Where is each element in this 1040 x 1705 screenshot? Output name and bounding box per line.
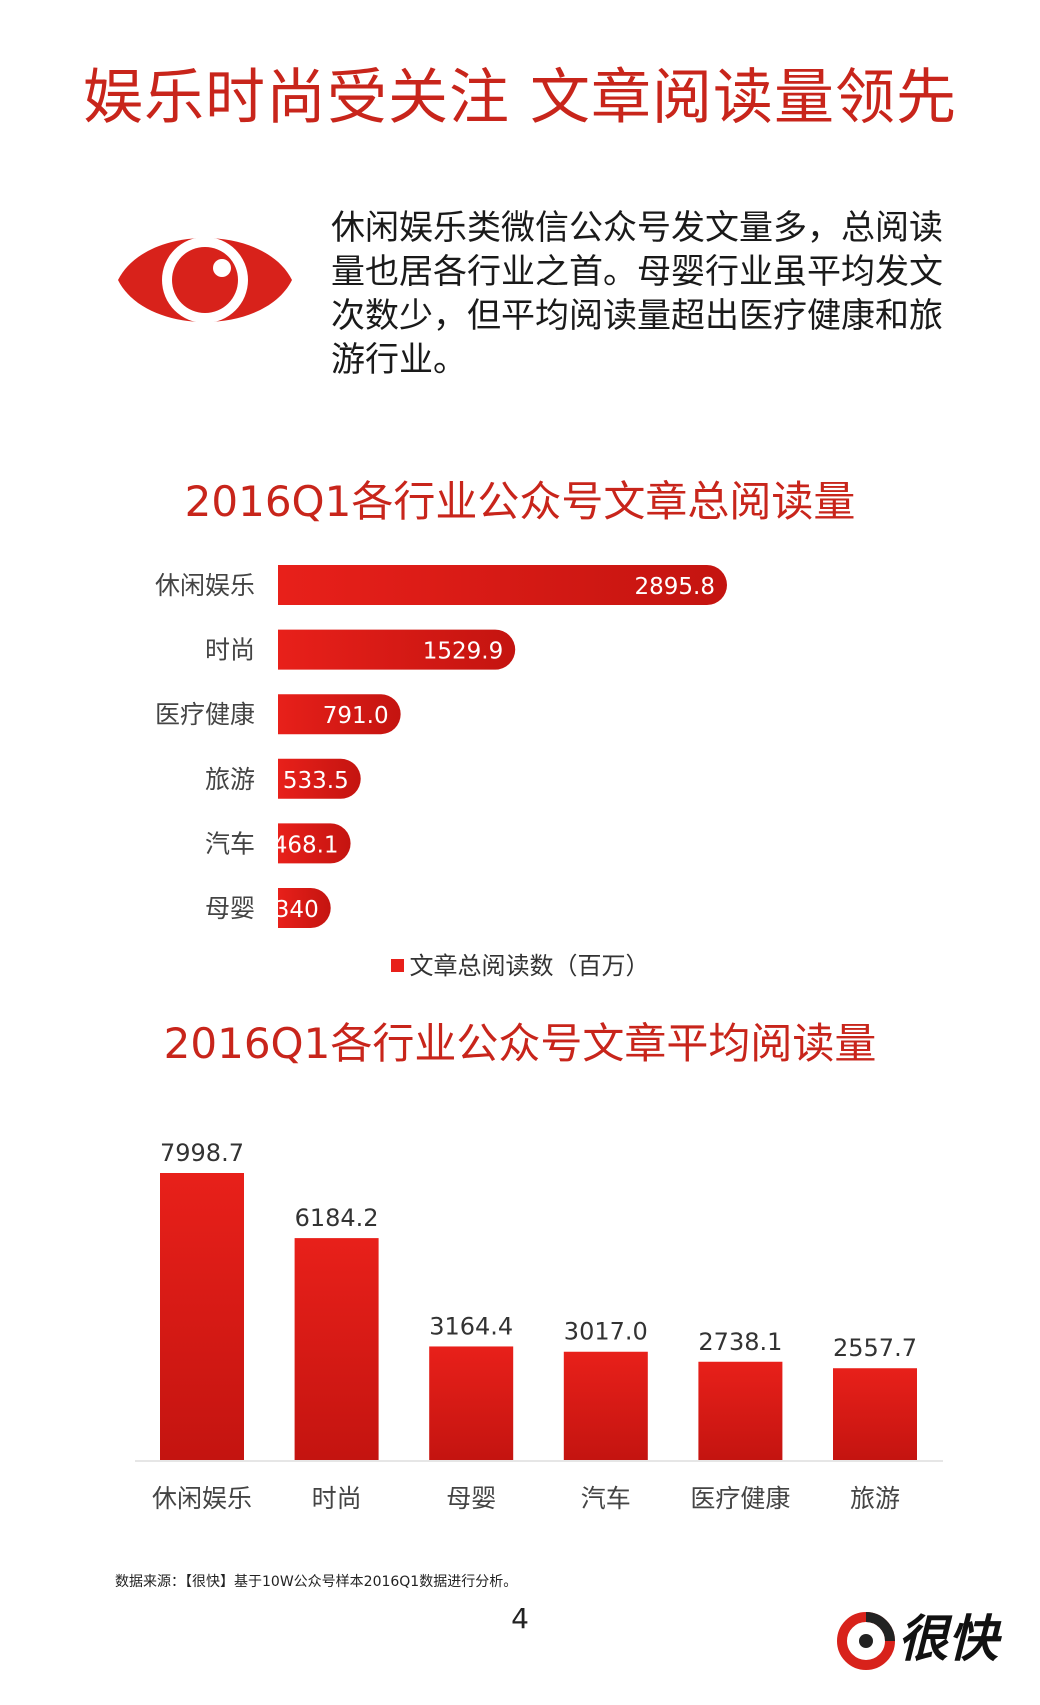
- category-label: 时尚: [205, 636, 255, 665]
- hengkuai-logo-icon: [837, 1612, 895, 1670]
- legend-label: 文章总阅读数（百万）: [409, 952, 650, 980]
- bar-休闲娱乐: [160, 1173, 244, 1460]
- value-label: 791.0: [323, 703, 389, 729]
- value-label: 3017.0: [564, 1318, 648, 1346]
- value-label: 468.1: [273, 832, 339, 858]
- page-number: 4: [511, 1602, 529, 1635]
- category-label: 休闲娱乐: [152, 1484, 252, 1513]
- value-label: 340: [275, 897, 319, 923]
- category-label: 时尚: [312, 1484, 362, 1513]
- hengkuai-logo: 很快: [836, 1605, 1006, 1675]
- bar-休闲娱乐: [278, 565, 727, 605]
- category-label: 医疗健康: [155, 700, 255, 729]
- bar-旅游: [833, 1368, 917, 1460]
- category-label: 旅游: [205, 765, 255, 794]
- category-label: 汽车: [581, 1484, 631, 1513]
- value-label: 533.5: [283, 768, 349, 794]
- intro-text: 休闲娱乐类微信公众号发文量多，总阅读量也居各行业之首。母婴行业虽平均发文次数少，…: [331, 208, 943, 380]
- bar-时尚: [278, 629, 516, 670]
- value-label: 2738.1: [698, 1328, 782, 1356]
- eye-icon: [118, 237, 292, 323]
- value-label: 7998.7: [160, 1139, 244, 1167]
- value-label: 2557.7: [833, 1334, 917, 1362]
- bar-汽车: [278, 823, 351, 864]
- data-source-note: 数据来源：【很快】基于10W公众号样本2016Q1数据进行分析。: [115, 1574, 518, 1590]
- category-label: 母婴: [446, 1484, 496, 1513]
- value-label: 3164.4: [429, 1312, 513, 1340]
- value-label: 2895.8: [635, 574, 715, 600]
- total-reads-chart: 休闲娱乐 2895.8 时尚 1529.9 医疗健康 791.0 旅游 533.5 汽车 468.…: [155, 565, 727, 928]
- bar-母婴: [278, 888, 331, 928]
- bar-时尚: [294, 1238, 379, 1460]
- bar-旅游: [278, 758, 361, 799]
- value-label: 6184.2: [295, 1204, 379, 1232]
- category-label: 旅游: [850, 1484, 900, 1513]
- category-label: 汽车: [205, 829, 255, 858]
- bar-医疗健康: [698, 1361, 783, 1460]
- value-label: 1529.9: [423, 639, 503, 665]
- bar-医疗健康: [278, 694, 401, 735]
- bar-汽车: [563, 1351, 648, 1460]
- chart2-title: 2016Q1各行业公众号文章平均阅读量: [163, 1019, 877, 1068]
- average-reads-chart: 7998.7 休闲娱乐 6184.2 时尚 3164.4 母婴 3017.0 汽车 2738.1…: [135, 1139, 943, 1513]
- category-label: 休闲娱乐: [155, 571, 255, 600]
- page-title: 娱乐时尚受关注 文章阅读量领先: [82, 63, 958, 133]
- category-label: 母婴: [205, 894, 255, 923]
- chart1-legend: 文章总阅读数（百万）: [0, 951, 1040, 981]
- chart1-title: 2016Q1各行业公众号文章总阅读量: [184, 477, 856, 526]
- bar-母婴: [429, 1346, 514, 1460]
- category-label: 医疗健康: [690, 1484, 790, 1513]
- logo-text: 很快: [898, 1610, 998, 1668]
- legend-swatch: [390, 958, 404, 972]
